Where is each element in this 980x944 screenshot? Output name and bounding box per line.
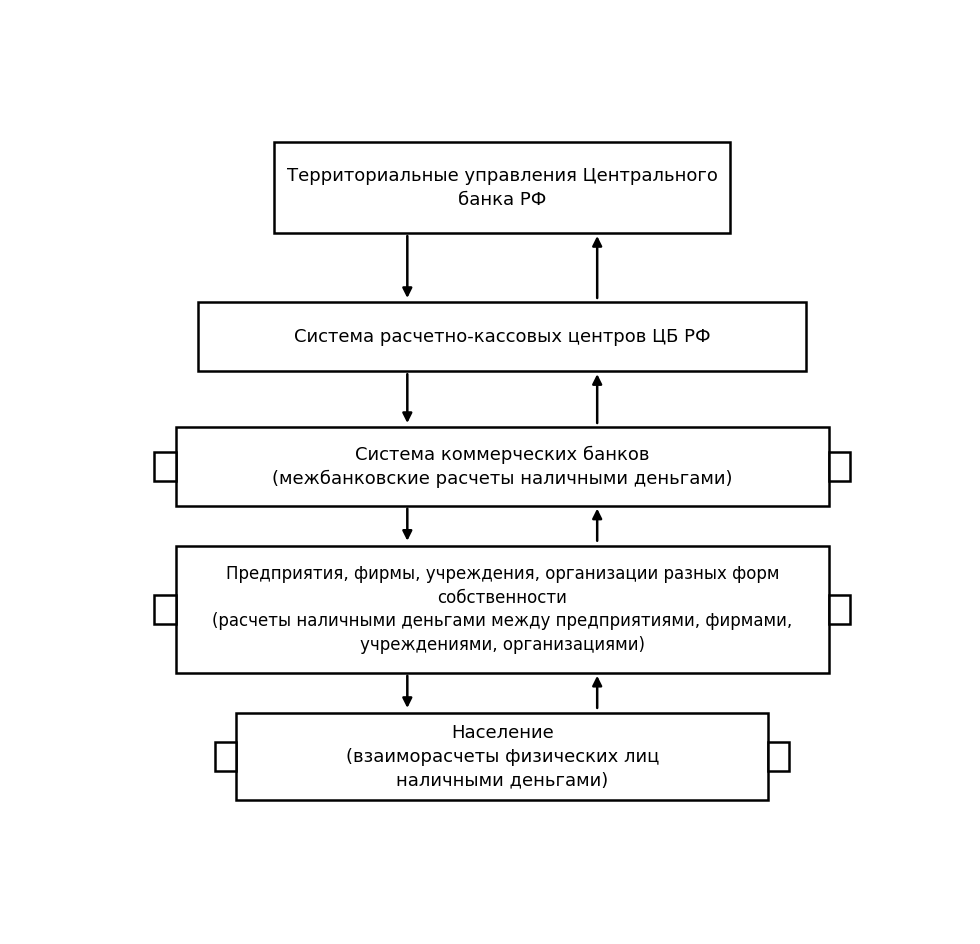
Bar — [829, 595, 850, 624]
Bar — [155, 452, 175, 481]
Bar — [155, 595, 175, 624]
Bar — [198, 302, 807, 371]
Bar — [175, 546, 829, 673]
Text: Предприятия, фирмы, учреждения, организации разных форм
собственности
(расчеты н: Предприятия, фирмы, учреждения, организа… — [212, 565, 793, 654]
Bar — [768, 742, 789, 771]
Bar — [829, 452, 850, 481]
Bar — [175, 428, 829, 506]
Bar — [216, 742, 236, 771]
Text: Территориальные управления Центрального
банка РФ: Территориальные управления Центрального … — [287, 167, 717, 209]
Text: Система коммерческих банков
(межбанковские расчеты наличными деньгами): Система коммерческих банков (межбанковск… — [272, 446, 732, 488]
Bar — [274, 143, 730, 233]
Text: Система расчетно-кассовых центров ЦБ РФ: Система расчетно-кассовых центров ЦБ РФ — [294, 328, 710, 346]
Bar — [236, 713, 768, 801]
Text: Население
(взаиморасчеты физических лиц
наличными деньгами): Население (взаиморасчеты физических лиц … — [346, 724, 659, 789]
